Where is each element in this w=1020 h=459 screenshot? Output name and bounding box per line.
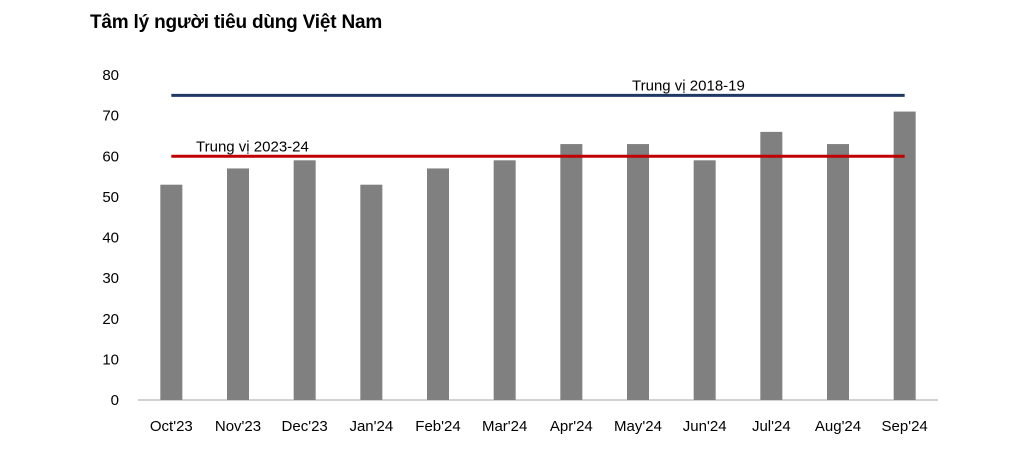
y-axis-ticks: 0 10 20 30 40 50 60 70 80: [102, 67, 119, 409]
bar: [627, 144, 649, 400]
x-tick-label: Jan'24: [349, 418, 393, 435]
x-tick-label: Sep'24: [882, 418, 928, 435]
bar: [427, 168, 449, 400]
x-tick-label: May'24: [614, 418, 662, 435]
y-tick-label: 20: [102, 311, 119, 328]
chart-title: Tâm lý người tiêu dùng Việt Nam: [90, 12, 383, 33]
bar: [227, 168, 249, 400]
bar: [760, 131, 783, 400]
x-tick-label: Dec'23: [282, 418, 328, 435]
y-tick-label: 0: [111, 392, 119, 409]
bar: [693, 160, 716, 400]
x-tick-label: Jun'24: [683, 418, 727, 435]
bar: [827, 144, 849, 400]
y-tick-label: 10: [102, 351, 119, 368]
y-tick-label: 70: [102, 108, 119, 125]
y-tick-label: 60: [102, 148, 119, 165]
x-tick-label: Jul'24: [752, 418, 791, 435]
bar: [493, 160, 516, 400]
x-tick-label: Mar'24: [482, 418, 527, 435]
y-tick-label: 80: [102, 67, 119, 84]
x-axis-ticks: Oct'23 Nov'23 Dec'23 Jan'24 Feb'24 Mar'24 Apr'…: [150, 418, 928, 435]
reference-line-label: Trung vị 2023-24: [196, 138, 309, 155]
bar-series: [160, 111, 916, 400]
bar: [293, 160, 316, 400]
reference-line-label: Trung vị 2018-19: [632, 77, 745, 94]
x-tick-label: Feb'24: [415, 418, 460, 435]
x-tick-label: Nov'23: [215, 418, 261, 435]
bar: [360, 184, 383, 400]
reference-lines: Trung vị 2018-19 Trung vị 2023-24: [171, 77, 905, 158]
x-tick-label: Oct'23: [150, 418, 193, 435]
x-tick-label: Apr'24: [550, 418, 593, 435]
bar: [560, 144, 583, 400]
bar: [160, 184, 183, 400]
bar: [893, 111, 916, 400]
y-tick-label: 30: [102, 270, 119, 287]
y-tick-label: 50: [102, 189, 119, 206]
x-tick-label: Aug'24: [815, 418, 861, 435]
y-tick-label: 40: [102, 230, 119, 247]
